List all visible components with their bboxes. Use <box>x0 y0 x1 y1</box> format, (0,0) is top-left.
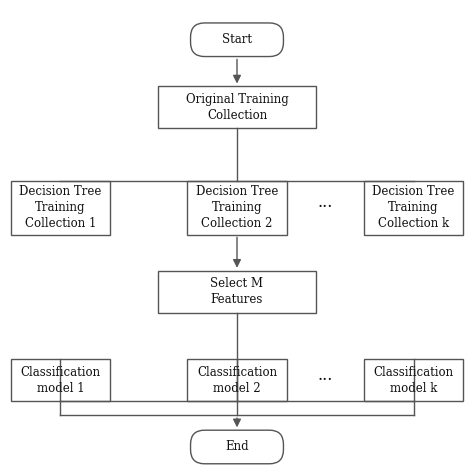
FancyBboxPatch shape <box>158 271 316 313</box>
Text: Original Training
Collection: Original Training Collection <box>186 93 288 122</box>
FancyBboxPatch shape <box>191 430 283 464</box>
FancyBboxPatch shape <box>191 23 283 57</box>
Text: Classification
model 1: Classification model 1 <box>20 366 100 395</box>
Text: ···: ··· <box>318 199 333 216</box>
FancyBboxPatch shape <box>187 181 287 235</box>
Text: Classification
model k: Classification model k <box>374 366 454 395</box>
Text: Select M
Features: Select M Features <box>210 277 264 306</box>
FancyBboxPatch shape <box>10 359 110 401</box>
Text: End: End <box>225 440 249 454</box>
Text: Decision Tree
Training
Collection k: Decision Tree Training Collection k <box>373 185 455 230</box>
FancyBboxPatch shape <box>10 181 110 235</box>
FancyBboxPatch shape <box>364 181 464 235</box>
Text: ···: ··· <box>318 372 333 389</box>
Text: Start: Start <box>222 33 252 46</box>
FancyBboxPatch shape <box>364 359 464 401</box>
FancyBboxPatch shape <box>158 87 316 129</box>
Text: Decision Tree
Training
Collection 1: Decision Tree Training Collection 1 <box>19 185 101 230</box>
Text: Classification
model 2: Classification model 2 <box>197 366 277 395</box>
Text: Decision Tree
Training
Collection 2: Decision Tree Training Collection 2 <box>196 185 278 230</box>
FancyBboxPatch shape <box>187 359 287 401</box>
